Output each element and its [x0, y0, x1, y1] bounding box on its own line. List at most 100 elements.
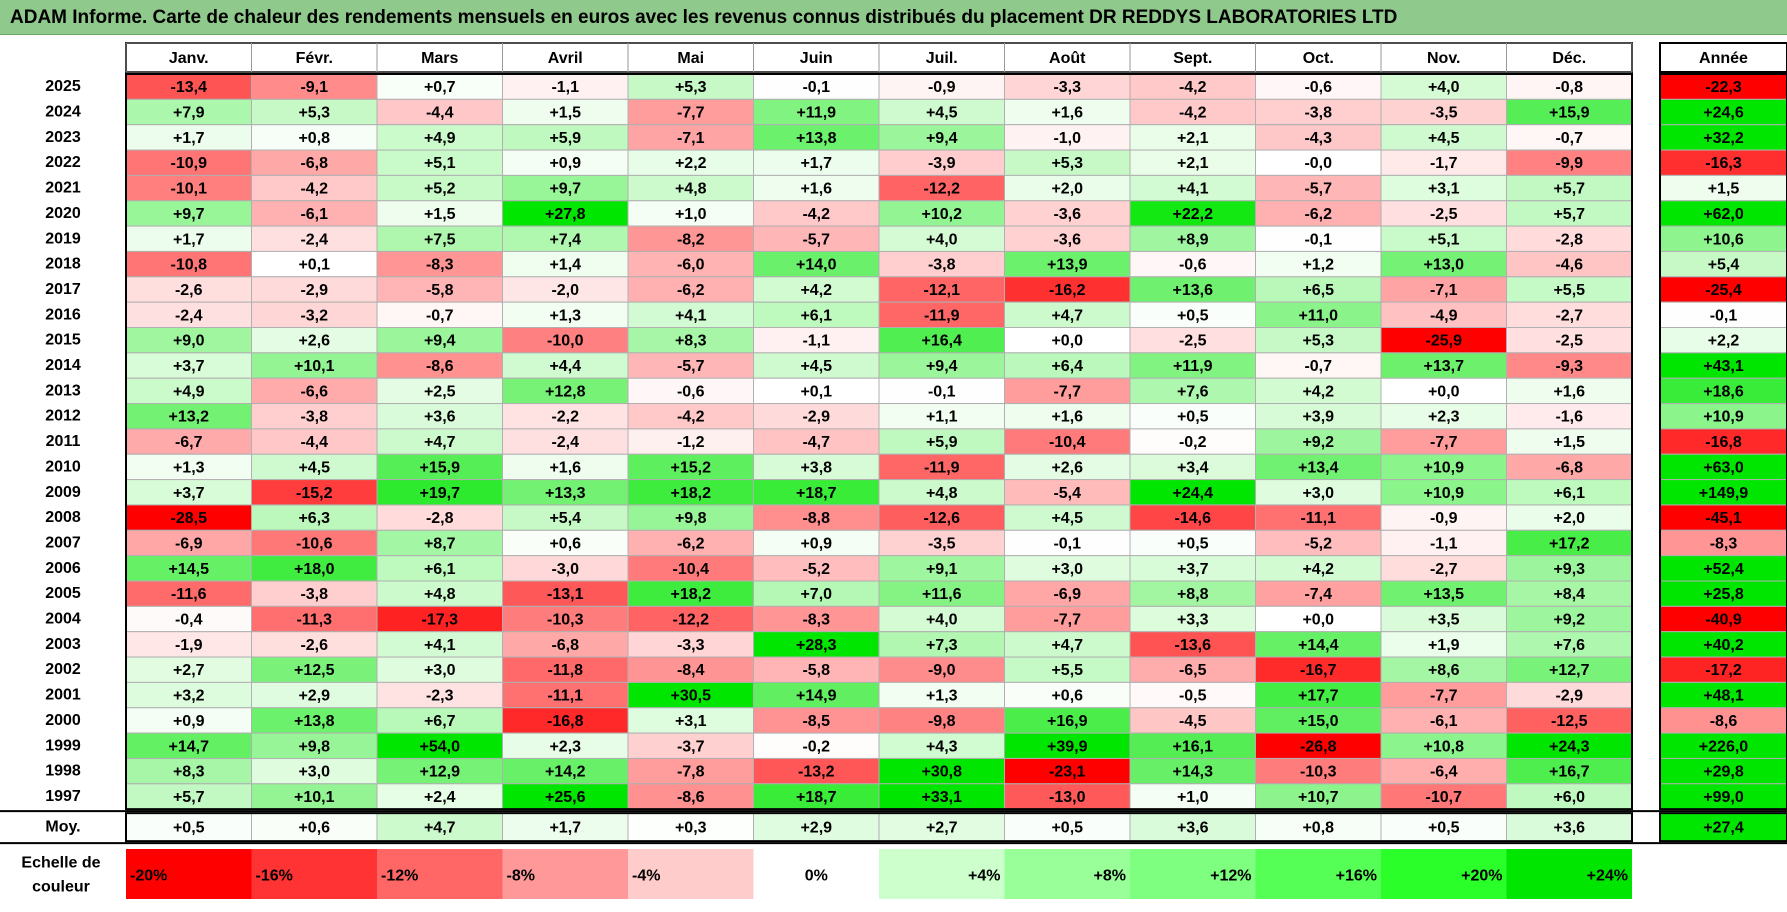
heatmap-cell-value: +5,1	[424, 155, 456, 172]
heatmap-cell	[1506, 479, 1633, 506]
heatmap-cell-value: -5,8	[802, 662, 830, 679]
heatmap-cell-value: +1,0	[1177, 789, 1209, 806]
heatmap-cell	[1004, 504, 1131, 531]
annual-header-cell	[1659, 42, 1787, 73]
average-annual-cell	[1659, 812, 1787, 843]
heatmap-cell	[878, 681, 1005, 709]
heatmap-cell-value: +5,9	[549, 130, 581, 147]
heatmap-cell-value: +13,9	[1047, 257, 1088, 274]
heatmap-cell-value: +9,2	[1553, 612, 1585, 629]
heatmap-cell	[1380, 149, 1507, 176]
heatmap-cell-value: +2,3	[549, 738, 581, 755]
heatmap-cell	[1380, 250, 1507, 278]
chart-title: ADAM Informe. Carte de chaleur des rende…	[0, 0, 1787, 35]
heatmap-cell-value: +14,4	[1298, 637, 1339, 654]
heatmap-cell-value: -10,3	[547, 612, 584, 629]
heatmap-cell-value: +4,5	[800, 358, 832, 375]
heatmap-cell	[376, 479, 503, 506]
average-cell	[1380, 812, 1507, 842]
heatmap-cell-value: -10,7	[1426, 789, 1463, 806]
heatmap-cell-value: +3,7	[173, 358, 205, 375]
heatmap-cell	[627, 529, 754, 557]
heatmap-cell-value: +3,3	[1177, 612, 1209, 629]
annual-cell-value: +226,0	[1699, 738, 1748, 755]
heatmap-cell-value: +1,1	[926, 409, 958, 426]
heatmap-cell-value: -10,6	[296, 535, 333, 552]
scale-swatch	[1255, 849, 1381, 899]
annual-cell	[1659, 225, 1787, 252]
heatmap-cell	[1129, 276, 1256, 303]
heatmap-cell	[878, 225, 1005, 252]
heatmap-cell-value: +11,6	[922, 586, 962, 603]
heatmap-cell	[1004, 681, 1131, 709]
heatmap-cell-value: +17,2	[1549, 535, 1590, 552]
heatmap-cell-value: -8,2	[677, 231, 705, 248]
heatmap-cell	[878, 504, 1005, 531]
scale-swatch-label: -4%	[632, 868, 660, 885]
heatmap-cell-value: +9,7	[173, 206, 205, 223]
heatmap-cell-value: -2,8	[1555, 231, 1583, 248]
heatmap-cell-value: -16,8	[547, 713, 584, 730]
year-label: 2012	[45, 408, 81, 425]
heatmap-cell-value: -7,7	[1430, 434, 1458, 451]
scale-swatch	[753, 849, 879, 899]
annual-cell-value: -17,2	[1705, 662, 1742, 679]
annual-cell-value: -0,1	[1710, 307, 1738, 324]
heatmap-cell	[753, 555, 880, 582]
heatmap-cell-value: +1,3	[173, 459, 205, 476]
month-header-label: Févr.	[296, 50, 333, 67]
heatmap-cell-value: -0,7	[426, 307, 454, 324]
heatmap-cell-value: +12,8	[545, 383, 586, 400]
heatmap-cell	[502, 276, 629, 303]
heatmap-cell-value: -13,0	[1049, 789, 1086, 806]
heatmap-cell	[627, 504, 754, 531]
year-label: 2010	[45, 458, 81, 475]
scale-swatch-label: -8%	[507, 868, 535, 885]
year-label: 2009	[45, 484, 81, 501]
heatmap-cell-value: -10,3	[1300, 764, 1337, 781]
heatmap-cell-value: -7,8	[677, 764, 705, 781]
heatmap-cell	[1506, 352, 1633, 379]
heatmap-cell	[251, 225, 378, 252]
heatmap-cell	[1380, 403, 1507, 430]
heatmap-cell-value: -3,6	[1053, 231, 1081, 248]
heatmap-cell-value: -2,9	[1555, 688, 1583, 705]
heatmap-cell-value: +10,1	[294, 789, 335, 806]
heatmap-cell-value: -3,8	[1304, 105, 1332, 122]
heatmap-cell-value: -2,6	[300, 637, 328, 654]
heatmap-cell-value: +3,5	[1428, 612, 1460, 629]
heatmap-cell-value: +12,7	[1549, 662, 1590, 679]
heatmap-cell-value: +2,3	[1428, 409, 1460, 426]
heatmap-cell-value: -4,9	[1430, 307, 1458, 324]
heatmap-cell-value: +4,7	[1051, 637, 1083, 654]
scale-swatch-label: -12%	[381, 868, 418, 885]
heatmap-cell	[878, 479, 1005, 506]
year-label: 1999	[45, 737, 81, 754]
average-label: Moy.	[45, 819, 80, 836]
heatmap-cell-value: -7,1	[1430, 282, 1458, 299]
year-label: 2018	[45, 256, 81, 273]
heatmap-cell-value: -6,2	[677, 282, 705, 299]
heatmap-cell-value: -4,2	[1179, 79, 1207, 96]
heatmap-cell-value: -0,9	[1430, 510, 1458, 527]
average-border	[125, 812, 1633, 843]
heatmap-cell-value: +14,0	[796, 257, 837, 274]
year-label: 2025	[45, 78, 81, 95]
heatmap-cell	[502, 631, 629, 658]
heatmap-cell	[878, 757, 1005, 785]
heatmap-cell	[125, 200, 252, 227]
heatmap-cell	[753, 377, 880, 405]
heatmap-cell	[1004, 124, 1131, 151]
heatmap-cell-value: -10,8	[171, 257, 208, 274]
heatmap-cell	[753, 656, 880, 683]
heatmap-cell-value: -0,1	[802, 79, 830, 96]
heatmap-cell-value: +18,7	[796, 485, 837, 502]
heatmap-cell-value: +4,5	[1428, 130, 1460, 147]
heatmap-cell	[1506, 783, 1633, 810]
annual-cell-value: +32,2	[1703, 130, 1744, 147]
heatmap-cell	[125, 631, 252, 658]
heatmap-cell-value: +6,1	[1553, 485, 1585, 502]
heatmap-cell	[251, 403, 378, 430]
heatmap-cell-value: -0,6	[1304, 79, 1332, 96]
heatmap-cell	[627, 631, 754, 658]
